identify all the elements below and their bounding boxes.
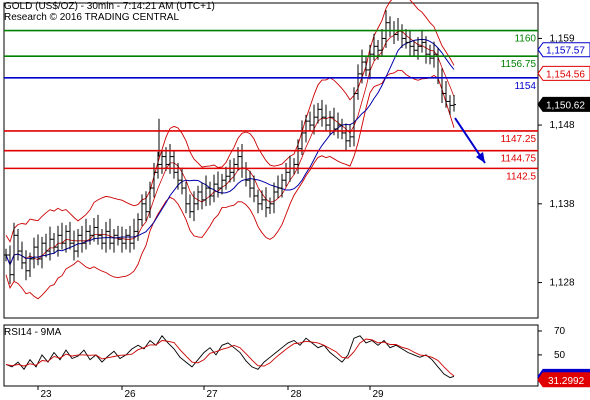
level-label: 1156.75 bbox=[501, 59, 537, 70]
x-axis-label: 26 bbox=[124, 389, 136, 400]
middle-band-line bbox=[5, 30, 455, 266]
x-axis-label: 29 bbox=[372, 389, 384, 400]
price-tag-label: 1,154.56 bbox=[546, 69, 585, 80]
rsi-line bbox=[5, 335, 455, 379]
price-tag-shape bbox=[537, 65, 590, 81]
rsi-axis-label: 50 bbox=[554, 350, 566, 361]
price-tag: 1,150.62 bbox=[537, 96, 590, 112]
chart-title: GOLD (US$/OZ) - 30min - 7:14:21 AM (UTC+… bbox=[4, 1, 215, 12]
price-axis-label: 1,159 bbox=[549, 33, 574, 44]
price-tag-shape bbox=[537, 42, 590, 58]
chart-copyright: Research © 2016 TRADING CENTRAL bbox=[4, 12, 180, 23]
level-label: 1154 bbox=[514, 81, 536, 92]
level-label: 1144.75 bbox=[501, 154, 537, 165]
lower-band-line bbox=[5, 69, 455, 300]
x-axis-label: 28 bbox=[290, 389, 302, 400]
price-axis-label: 1,138 bbox=[549, 199, 574, 210]
rsi-panel-frame bbox=[3, 324, 539, 387]
rsi-ma-line bbox=[5, 338, 455, 377]
level-label: 1142.5 bbox=[506, 171, 536, 182]
price-axis-label: 1,148 bbox=[549, 120, 574, 131]
x-axis-label: 23 bbox=[40, 389, 52, 400]
level-label: 1147.25 bbox=[501, 134, 537, 145]
upper-band-line bbox=[5, 0, 455, 243]
rsi-tag: 31.2992 bbox=[537, 372, 590, 388]
price-tag: 1,157.57 bbox=[537, 42, 590, 58]
price-tag-shape bbox=[537, 96, 590, 112]
price-tag-label: 1,150.62 bbox=[546, 100, 585, 111]
moving-average-line bbox=[5, 38, 455, 267]
rsi-label: RSI14 - 9MA bbox=[4, 327, 62, 338]
x-axis-label: 27 bbox=[206, 389, 218, 400]
rsi-axis-label: 70 bbox=[554, 326, 566, 337]
price-panel-frame bbox=[3, 2, 539, 319]
level-label: 1160 bbox=[514, 34, 536, 45]
rsi-tag-shape bbox=[537, 372, 590, 388]
price-tag: 1,154.56 bbox=[537, 65, 590, 81]
price-tag-label: 1,157.57 bbox=[546, 46, 585, 57]
forecast-arrow-head bbox=[476, 152, 485, 163]
rsi-tag-label: 31.2992 bbox=[548, 376, 585, 387]
price-axis-label: 1,128 bbox=[549, 278, 574, 289]
